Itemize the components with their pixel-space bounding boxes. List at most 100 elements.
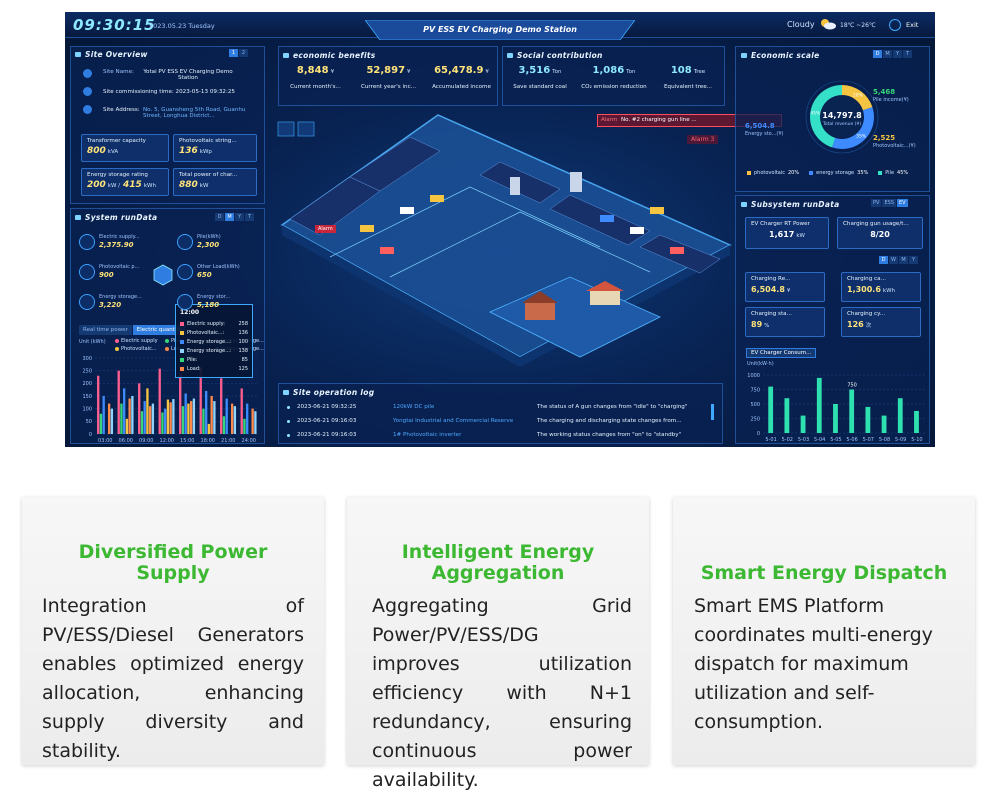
value: 800 xyxy=(87,146,106,156)
legend-swatch xyxy=(747,171,751,175)
total: 14,797.8 xyxy=(822,111,862,120)
weather-icon xyxy=(821,19,836,30)
item-label: Energy storage... xyxy=(99,294,142,300)
tooltip-row: Energy storage...: 100 xyxy=(180,337,248,346)
unit: ¥ xyxy=(330,69,335,75)
amount: 5,468 xyxy=(873,88,896,96)
item-label: Pile(kWh) xyxy=(197,234,221,240)
legend-item: Pile 45% xyxy=(878,170,908,176)
x-tick-label: 5-02 xyxy=(782,437,793,443)
y-tick-label: 1000 xyxy=(747,373,760,379)
x-tick-label: 5-08 xyxy=(879,437,890,443)
legend-label: Electric supply xyxy=(121,338,158,344)
panel-title: Subsystem runData xyxy=(741,200,839,209)
legend-label: energy storage xyxy=(816,170,855,176)
panel-title: economic benefits xyxy=(283,51,375,60)
icon xyxy=(177,294,193,310)
label: Charging gun usage/t... xyxy=(843,221,909,227)
icon xyxy=(83,105,92,114)
tab[interactable]: W xyxy=(889,256,898,264)
stat-box: Charging ca... 1,300.6 kWh xyxy=(841,272,921,302)
tooltip-value: 85 xyxy=(241,356,248,363)
label: Site Name: xyxy=(103,69,134,75)
donut-segment xyxy=(832,107,874,149)
unit: % xyxy=(764,323,770,329)
bar xyxy=(128,398,131,434)
bar xyxy=(784,398,790,433)
bullet xyxy=(287,434,290,437)
stat-value: 1,086 Ton xyxy=(577,65,651,76)
bar xyxy=(131,396,134,434)
y-tick-label: 500 xyxy=(750,402,760,408)
rundata-chart: 0 50 100 150 200 250 300 03:00 06:00 09:00 12:00 15… xyxy=(82,356,259,444)
alarm-message[interactable]: No. #2 charging gun line ... xyxy=(621,117,697,123)
bar xyxy=(158,368,161,434)
tooltip-value: 100 xyxy=(238,338,248,345)
bar xyxy=(148,406,152,434)
segment-label: 45% xyxy=(810,110,821,116)
tooltip: 12:00 Electric supply: 258 Photovoltaic...:… xyxy=(175,304,253,378)
bar xyxy=(865,406,871,433)
bar xyxy=(251,408,254,434)
tab[interactable]: D xyxy=(879,256,888,264)
stat-box: Charging cy... 126 次 xyxy=(841,307,921,337)
bar xyxy=(213,401,216,434)
exit-button[interactable]: Exit xyxy=(906,21,919,29)
bar xyxy=(897,398,903,433)
tab[interactable]: M xyxy=(225,213,234,221)
chart-unit: Unit (kWh) xyxy=(79,339,106,345)
tab[interactable]: M xyxy=(883,50,892,58)
tab[interactable]: T xyxy=(903,50,912,58)
stat-label: Current year's inc... xyxy=(360,84,416,90)
tab[interactable]: T xyxy=(245,213,254,221)
hub-icon xyxy=(153,264,173,286)
tab[interactable]: ESS xyxy=(882,199,896,207)
tab[interactable]: Y xyxy=(893,50,902,58)
tab[interactable]: M xyxy=(899,256,908,264)
value-row: 1,300.6 kWh xyxy=(847,285,915,294)
value-row: 126 次 xyxy=(847,320,915,329)
label: Transformer capacity xyxy=(87,138,146,144)
bar xyxy=(202,408,205,434)
icon xyxy=(177,234,193,250)
tab[interactable]: D xyxy=(873,50,882,58)
bar xyxy=(138,383,141,434)
x-tick-label: 15:00 xyxy=(180,438,194,444)
card-text: Aggregating Grid Power/PV/ESS/DG improve… xyxy=(372,595,632,791)
legend-item: photovoltaic 20% xyxy=(747,170,799,176)
tab[interactable]: Y xyxy=(235,213,244,221)
stat-label: Current month's... xyxy=(290,84,341,90)
bar xyxy=(181,406,185,434)
stat-value: 3,516 Ton xyxy=(503,65,577,76)
chart-tab[interactable]: EV Charger Consum... xyxy=(746,348,817,358)
label: Site Address: xyxy=(103,107,140,113)
page-tab[interactable]: 2 xyxy=(239,49,248,57)
tab[interactable]: Y xyxy=(909,256,918,264)
tab[interactable]: PV xyxy=(871,199,882,207)
bar xyxy=(125,418,129,434)
item-label: Photovoltaic p... xyxy=(99,264,140,270)
bar xyxy=(225,398,228,434)
value: 200 xyxy=(87,180,106,190)
chart-tab[interactable]: Real time power xyxy=(79,325,132,335)
feature-card xyxy=(22,497,324,765)
icon xyxy=(83,87,92,96)
unit: ¥ xyxy=(485,69,489,75)
unit: Tree xyxy=(693,69,706,75)
tab[interactable]: EV xyxy=(896,199,908,207)
card-text: Integration of PV/ESS/Diesel Generators … xyxy=(42,595,304,762)
feature-card xyxy=(347,497,649,765)
value: 52,897 xyxy=(366,65,406,76)
tooltip-row: Pile: 85 xyxy=(180,355,248,364)
value: 108 xyxy=(670,65,692,76)
bar xyxy=(881,415,887,433)
weather: Cloudy xyxy=(787,20,815,29)
card-title: Intelligent Energy Aggregation xyxy=(401,541,595,584)
chart-tab[interactable]: Electric quantity xyxy=(132,325,186,335)
tab[interactable]: D xyxy=(215,213,224,221)
value: 8/20 xyxy=(870,230,890,239)
bar xyxy=(164,408,167,434)
page-tab[interactable]: 1 xyxy=(229,49,238,57)
tooltip-label: Energy storage...: xyxy=(187,347,232,354)
tooltip-value: 258 xyxy=(238,320,248,327)
